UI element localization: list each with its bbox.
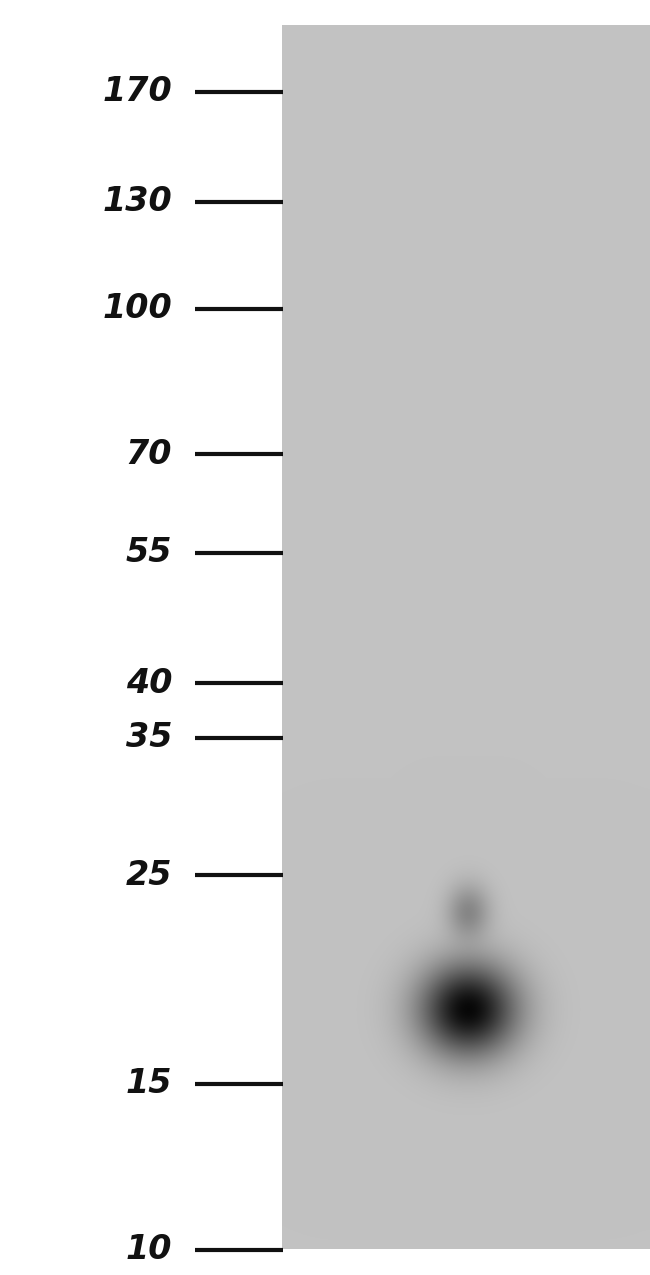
Text: 40: 40 [125, 667, 172, 700]
Text: 100: 100 [103, 292, 172, 325]
Text: 70: 70 [125, 437, 172, 470]
Text: 35: 35 [125, 722, 172, 754]
Text: 55: 55 [125, 537, 172, 570]
Text: 170: 170 [103, 75, 172, 108]
Text: 130: 130 [103, 185, 172, 218]
Text: 25: 25 [125, 858, 172, 891]
Text: 15: 15 [125, 1067, 172, 1100]
Text: 10: 10 [125, 1233, 172, 1266]
